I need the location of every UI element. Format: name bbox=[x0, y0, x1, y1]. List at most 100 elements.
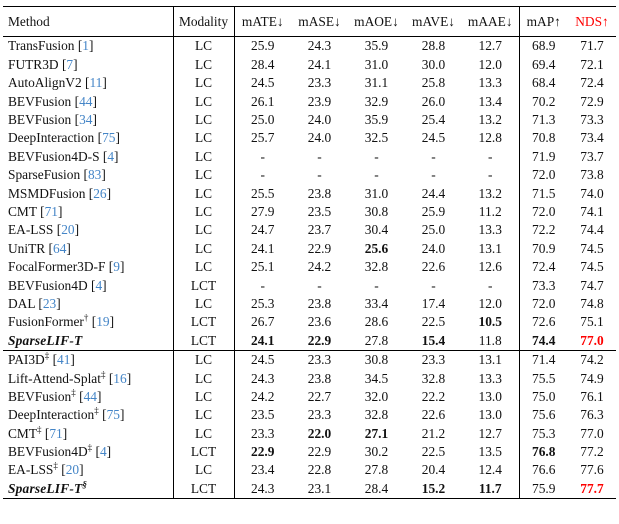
citation-link[interactable]: 4 bbox=[95, 277, 103, 293]
modality-cell: LC bbox=[172, 349, 234, 370]
method-cell: SparseLIF-T§ bbox=[3, 479, 173, 498]
citation-link[interactable]: 75 bbox=[106, 407, 120, 423]
metric-value-cell: 35.9 bbox=[364, 112, 389, 128]
citation-link[interactable]: 4 bbox=[99, 444, 107, 460]
citation-link[interactable]: 19 bbox=[96, 314, 110, 330]
table-row: DeepInteraction‡ [75] LC 23.5 23.3 32.8 22.6 1… bbox=[3, 405, 616, 425]
map-value-cell: 71.4 bbox=[518, 349, 568, 370]
metric-value-cell: 12.7 bbox=[478, 38, 502, 54]
method-name: DAL bbox=[8, 295, 36, 311]
citation-link[interactable]: 75 bbox=[102, 130, 116, 146]
citation-link[interactable]: 41 bbox=[57, 352, 71, 368]
metric-value-cell: 24.1 bbox=[233, 239, 291, 258]
metric-value-cell: 25.5 bbox=[233, 184, 291, 203]
table-row: UniTR [64] LC 24.1 22.9 25.6 24.0 13.1 70.9 74.5 bbox=[3, 239, 616, 258]
metric-value-cell: 28.4 bbox=[233, 55, 291, 74]
citation: [7] bbox=[58, 56, 78, 72]
metric-value-cell: 11.8 bbox=[478, 332, 502, 348]
metric-value-cell: 22.5 bbox=[421, 314, 446, 330]
metric-value-cell: - bbox=[374, 277, 379, 293]
metric-value-cell: 30.8 bbox=[348, 349, 405, 370]
method-name: DeepInteraction bbox=[8, 407, 95, 423]
metric-value-cell: 31.0 bbox=[364, 56, 389, 72]
method-name: BEVFusion bbox=[8, 112, 72, 128]
metric-value-cell: 12.8 bbox=[478, 130, 502, 146]
citation-link[interactable]: 83 bbox=[87, 167, 102, 183]
modality-cell: LC bbox=[172, 460, 234, 480]
metric-value-cell: - bbox=[374, 167, 379, 183]
metric-value-cell: - bbox=[317, 167, 322, 183]
metric-value-cell: 25.9 bbox=[233, 36, 291, 56]
citation-link[interactable]: 44 bbox=[83, 388, 97, 404]
metric-value-cell: 12.6 bbox=[478, 259, 502, 275]
citation-link[interactable]: 1 bbox=[82, 38, 89, 54]
metric-value-cell: 13.0 bbox=[478, 388, 502, 404]
method-cell: SparseLIF-T bbox=[3, 331, 173, 350]
metric-value-cell: 21.2 bbox=[421, 425, 446, 441]
metric-value-cell: 15.2 bbox=[421, 480, 446, 496]
method-cell: DAL [23] bbox=[3, 294, 173, 312]
citation-link[interactable]: 4 bbox=[107, 148, 115, 164]
method-name: FUTR3D bbox=[8, 56, 59, 72]
map-value-cell: 76.8 bbox=[518, 442, 568, 461]
method-cell: FUTR3D [7] bbox=[3, 55, 173, 73]
metric-value-cell: 12.0 bbox=[478, 295, 502, 311]
table-header: Method Modality mATE↓ mASE↓ mAOE↓ mAVE↓ … bbox=[3, 6, 616, 37]
citation-link[interactable]: 23 bbox=[42, 295, 57, 311]
method-cell: Lift-Attend-Splat‡ [16] bbox=[3, 369, 173, 387]
modality-cell: LC bbox=[172, 165, 234, 185]
metric-value-cell: 23.3 bbox=[307, 75, 332, 91]
citation-link[interactable]: 20 bbox=[61, 222, 75, 238]
metric-value-cell: 32.8 bbox=[364, 259, 389, 275]
citation-link[interactable]: 34 bbox=[79, 112, 93, 128]
method-cell: FocalFormer3D-F [9] bbox=[3, 258, 173, 276]
metric-value-cell: 13.2 bbox=[478, 185, 502, 201]
citation-link[interactable]: 9 bbox=[113, 259, 120, 275]
citation-link[interactable]: 7 bbox=[66, 56, 74, 72]
citation-link[interactable]: 26 bbox=[93, 185, 107, 201]
metric-value-cell: 22.0 bbox=[307, 425, 332, 441]
map-value-cell: 75.5 bbox=[518, 369, 568, 388]
citation-link[interactable]: 16 bbox=[113, 370, 127, 386]
citation-link[interactable]: 71 bbox=[49, 425, 63, 441]
col-modality: Modality bbox=[172, 6, 234, 37]
citation-link[interactable]: 64 bbox=[53, 240, 67, 256]
map-value-cell: 75.6 bbox=[518, 405, 568, 425]
metric-value-cell: 27.9 bbox=[233, 202, 291, 221]
header-row: Method Modality mATE↓ mASE↓ mAOE↓ mAVE↓ … bbox=[3, 6, 616, 37]
citation-link[interactable]: 44 bbox=[79, 93, 93, 109]
method-name: Lift-Attend-Splat bbox=[8, 370, 101, 386]
method-name: SparseLIF-T bbox=[8, 332, 83, 348]
method-name: DeepInteraction bbox=[8, 130, 95, 146]
citation: [16] bbox=[105, 370, 132, 386]
table-row: SparseLIF-T LCT 24.1 22.9 27.8 15.4 11.8 74.4 77… bbox=[3, 331, 616, 351]
metric-value-cell: 22.8 bbox=[307, 462, 332, 478]
modality-cell: LC bbox=[172, 55, 234, 74]
metric-value-cell: 25.0 bbox=[233, 110, 291, 129]
metric-value-cell: 22.7 bbox=[307, 388, 332, 404]
citation: [71] bbox=[41, 425, 68, 441]
method-superscript: ‡ bbox=[94, 405, 99, 416]
citation-link[interactable]: 20 bbox=[65, 462, 80, 478]
table-row: BEVFusion4D‡ [4] LCT 22.9 22.9 30.2 22.5 13.5 7… bbox=[3, 442, 616, 461]
nds-value-cell: 72.1 bbox=[580, 56, 604, 72]
citation-link[interactable]: 11 bbox=[89, 75, 103, 91]
metric-value-cell: 28.6 bbox=[364, 314, 389, 330]
metric-value-cell: 25.6 bbox=[364, 240, 389, 256]
table-row: BEVFusion‡ [44] LC 24.2 22.7 32.0 22.2 13.0 75.… bbox=[3, 387, 616, 406]
table-section-tta: PAI3D‡ [41] LC 24.5 23.3 30.8 23.3 13.1 71.4 74.… bbox=[3, 349, 616, 499]
method-name: EA-LSS bbox=[8, 462, 54, 478]
nds-value-cell: 77.2 bbox=[580, 444, 604, 460]
method-cell: BEVFusion4D‡ [4] bbox=[3, 443, 173, 461]
col-map: mAP↑ bbox=[518, 6, 568, 37]
modality-cell: LC bbox=[172, 92, 234, 111]
citation-link[interactable]: 71 bbox=[44, 204, 58, 219]
map-value-cell: 72.0 bbox=[518, 165, 568, 185]
method-name: BEVFusion4D-S bbox=[8, 148, 100, 164]
modality-cell: LC bbox=[172, 239, 234, 258]
metric-value-cell: - bbox=[431, 277, 436, 293]
map-value-cell: 71.9 bbox=[518, 147, 568, 166]
metric-value-cell: 32.0 bbox=[364, 388, 389, 404]
metric-value-cell: 23.8 bbox=[307, 370, 332, 386]
metric-value-cell: 24.2 bbox=[233, 387, 291, 406]
